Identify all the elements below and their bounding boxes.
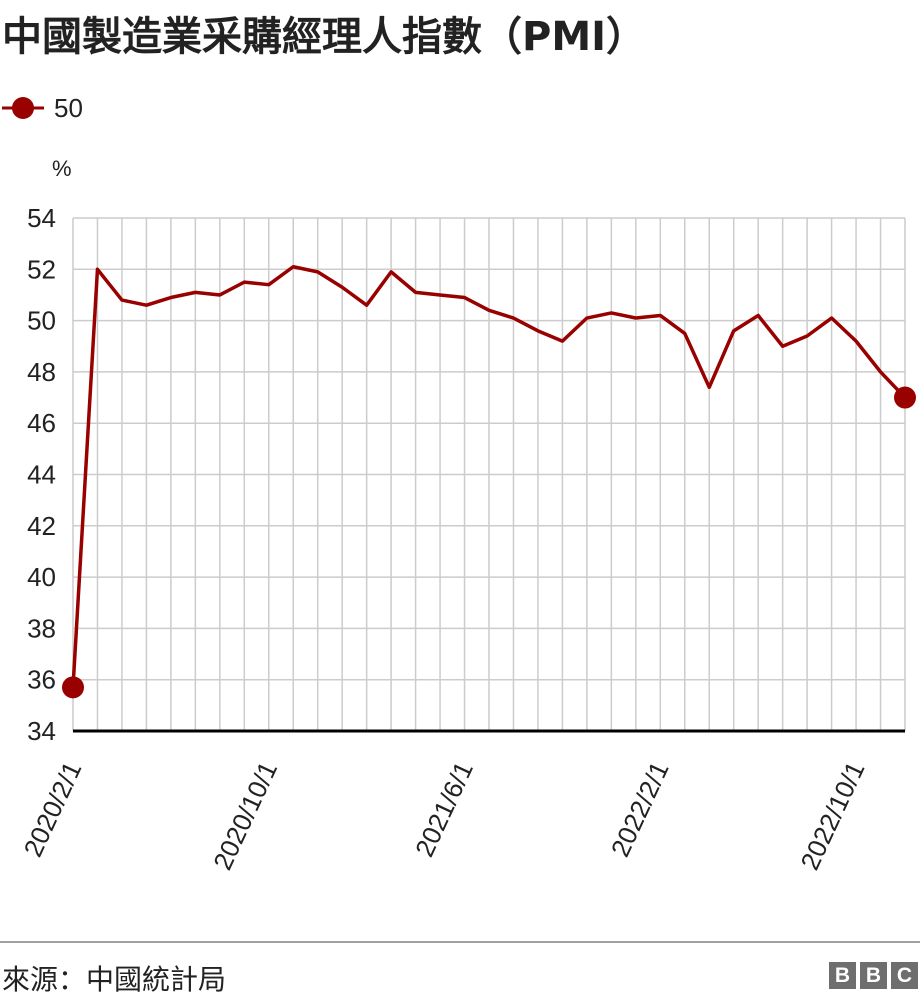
x-tick-label: 2020/10/1 — [207, 757, 283, 875]
y-tick-label: 46 — [27, 408, 56, 438]
chart-title: 中國製造業采購經理人指數（PMI） — [2, 14, 647, 60]
y-tick-label: 52 — [27, 254, 56, 284]
y-tick-label: 42 — [27, 511, 56, 541]
legend-marker-icon — [2, 97, 44, 119]
legend: 50 — [2, 88, 83, 128]
y-tick-label: 50 — [27, 306, 56, 336]
y-tick-label: 38 — [27, 613, 56, 643]
data-point-marker — [62, 676, 84, 699]
y-tick-label: 36 — [27, 665, 56, 695]
series-line — [71, 264, 907, 688]
y-tick-label: 34 — [27, 716, 56, 746]
data-point-marker — [894, 386, 916, 409]
x-tick-label: 2022/2/1 — [605, 757, 675, 861]
x-tick-label: 2020/2/1 — [17, 757, 87, 861]
y-tick-label: 44 — [27, 460, 56, 490]
y-tick-label: 48 — [27, 357, 56, 387]
logo-letter: B — [860, 962, 887, 989]
x-tick-label: 2022/10/1 — [794, 757, 870, 875]
footer-divider — [0, 941, 920, 943]
logo-letter: B — [829, 962, 856, 989]
source-note: 來源：中國統計局 — [2, 963, 227, 996]
legend-label: 50 — [54, 92, 83, 123]
y-tick-label: 54 — [27, 203, 56, 233]
x-tick-label: 2021/6/1 — [409, 757, 479, 861]
logo-letter: C — [891, 962, 918, 989]
line-chart: 34 36 38 40 42 44 46 48 50 52 54 2020/2/1 2020/10/1 2… — [17, 203, 916, 875]
bbc-logo: B B C — [829, 962, 918, 989]
y-tick-label: 40 — [27, 562, 56, 592]
y-axis-unit: % — [52, 156, 72, 181]
